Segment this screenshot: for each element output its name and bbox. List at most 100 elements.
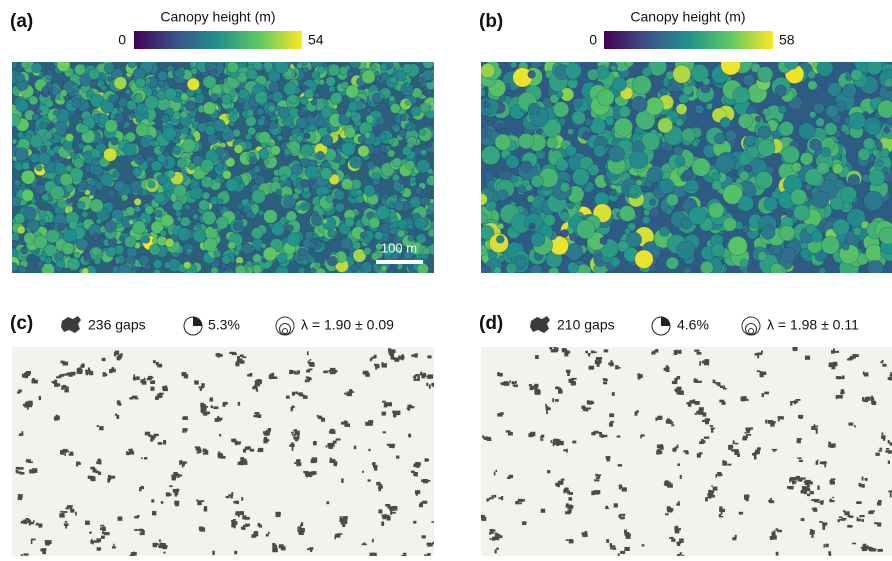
- gap: [42, 551, 46, 554]
- crown: [106, 247, 116, 257]
- crown: [665, 208, 672, 215]
- gap: [512, 382, 516, 384]
- crown: [246, 110, 253, 117]
- gap: [657, 416, 662, 420]
- gap: [564, 353, 568, 357]
- crown: [476, 194, 488, 206]
- crown: [363, 236, 371, 244]
- crown: [253, 166, 260, 173]
- gap: [415, 462, 419, 464]
- gap: [63, 362, 69, 366]
- crown: [810, 139, 822, 151]
- gap: [204, 507, 208, 511]
- crown: [114, 181, 126, 193]
- gap: [295, 392, 298, 395]
- gap: [852, 543, 856, 545]
- crown: [300, 202, 308, 210]
- gap: [882, 433, 884, 436]
- gap: [697, 352, 702, 355]
- gap: [805, 356, 810, 360]
- gap: [18, 497, 22, 501]
- crown: [405, 123, 413, 131]
- gap: [136, 529, 138, 531]
- gap: [883, 437, 885, 441]
- gap: [603, 378, 608, 380]
- crown: [177, 227, 191, 241]
- crown: [738, 196, 753, 211]
- gap: [560, 481, 562, 485]
- gap: [609, 413, 614, 417]
- gap: [36, 524, 39, 526]
- crown: [107, 205, 114, 212]
- crown: [184, 261, 192, 269]
- crown: [811, 231, 822, 242]
- crown: [817, 162, 829, 174]
- crown: [556, 159, 568, 171]
- crown: [700, 261, 713, 274]
- crown: [818, 267, 826, 275]
- crown: [493, 267, 501, 275]
- gap: [571, 379, 573, 382]
- crown: [233, 221, 242, 230]
- crown: [172, 146, 181, 155]
- gap: [754, 455, 757, 459]
- gap: [728, 446, 731, 450]
- crown: [45, 257, 52, 264]
- gap: [824, 544, 826, 547]
- gap: [59, 513, 64, 517]
- gap: [805, 480, 811, 483]
- gap: [141, 486, 143, 488]
- crown: [876, 160, 883, 167]
- crown: [340, 238, 352, 250]
- gap: [169, 485, 172, 487]
- crown: [566, 146, 577, 157]
- gap: [587, 400, 590, 404]
- crown: [348, 101, 358, 111]
- pie-icon: [193, 317, 202, 326]
- gap: [619, 486, 621, 489]
- crown: [303, 239, 312, 248]
- gap: [266, 534, 269, 537]
- crown: [34, 235, 47, 248]
- crown: [277, 253, 287, 263]
- crown: [321, 135, 332, 146]
- crown: [496, 123, 503, 130]
- gap: [798, 415, 803, 418]
- gap: [234, 551, 237, 555]
- crown: [316, 268, 326, 278]
- crown: [43, 118, 48, 123]
- gap: [699, 361, 701, 365]
- gap: [94, 540, 99, 543]
- gap: [709, 492, 711, 494]
- gap: [558, 388, 561, 391]
- gap: [718, 474, 722, 476]
- crown: [420, 149, 427, 156]
- gap: [240, 355, 244, 358]
- gap: [243, 527, 245, 530]
- crown: [572, 111, 586, 125]
- crown: [792, 162, 802, 172]
- crown: [667, 85, 674, 92]
- gap: [112, 546, 116, 548]
- gap: [675, 447, 678, 449]
- gap: [817, 486, 819, 490]
- gap: [699, 407, 704, 411]
- gap-count: 210 gaps: [557, 317, 615, 333]
- crown: [190, 187, 203, 200]
- crown: [211, 267, 218, 274]
- gap: [863, 372, 865, 376]
- gap: [829, 553, 831, 556]
- crown: [356, 195, 364, 203]
- crown: [124, 121, 129, 126]
- crown: [397, 219, 407, 229]
- gap: [678, 501, 680, 504]
- crown: [867, 260, 883, 276]
- crown: [46, 68, 53, 75]
- crown: [101, 173, 114, 186]
- gap: [593, 351, 597, 353]
- gap: [833, 362, 837, 366]
- crown: [576, 220, 595, 239]
- crown: [835, 180, 844, 189]
- gap: [504, 381, 509, 385]
- gap: [686, 452, 689, 454]
